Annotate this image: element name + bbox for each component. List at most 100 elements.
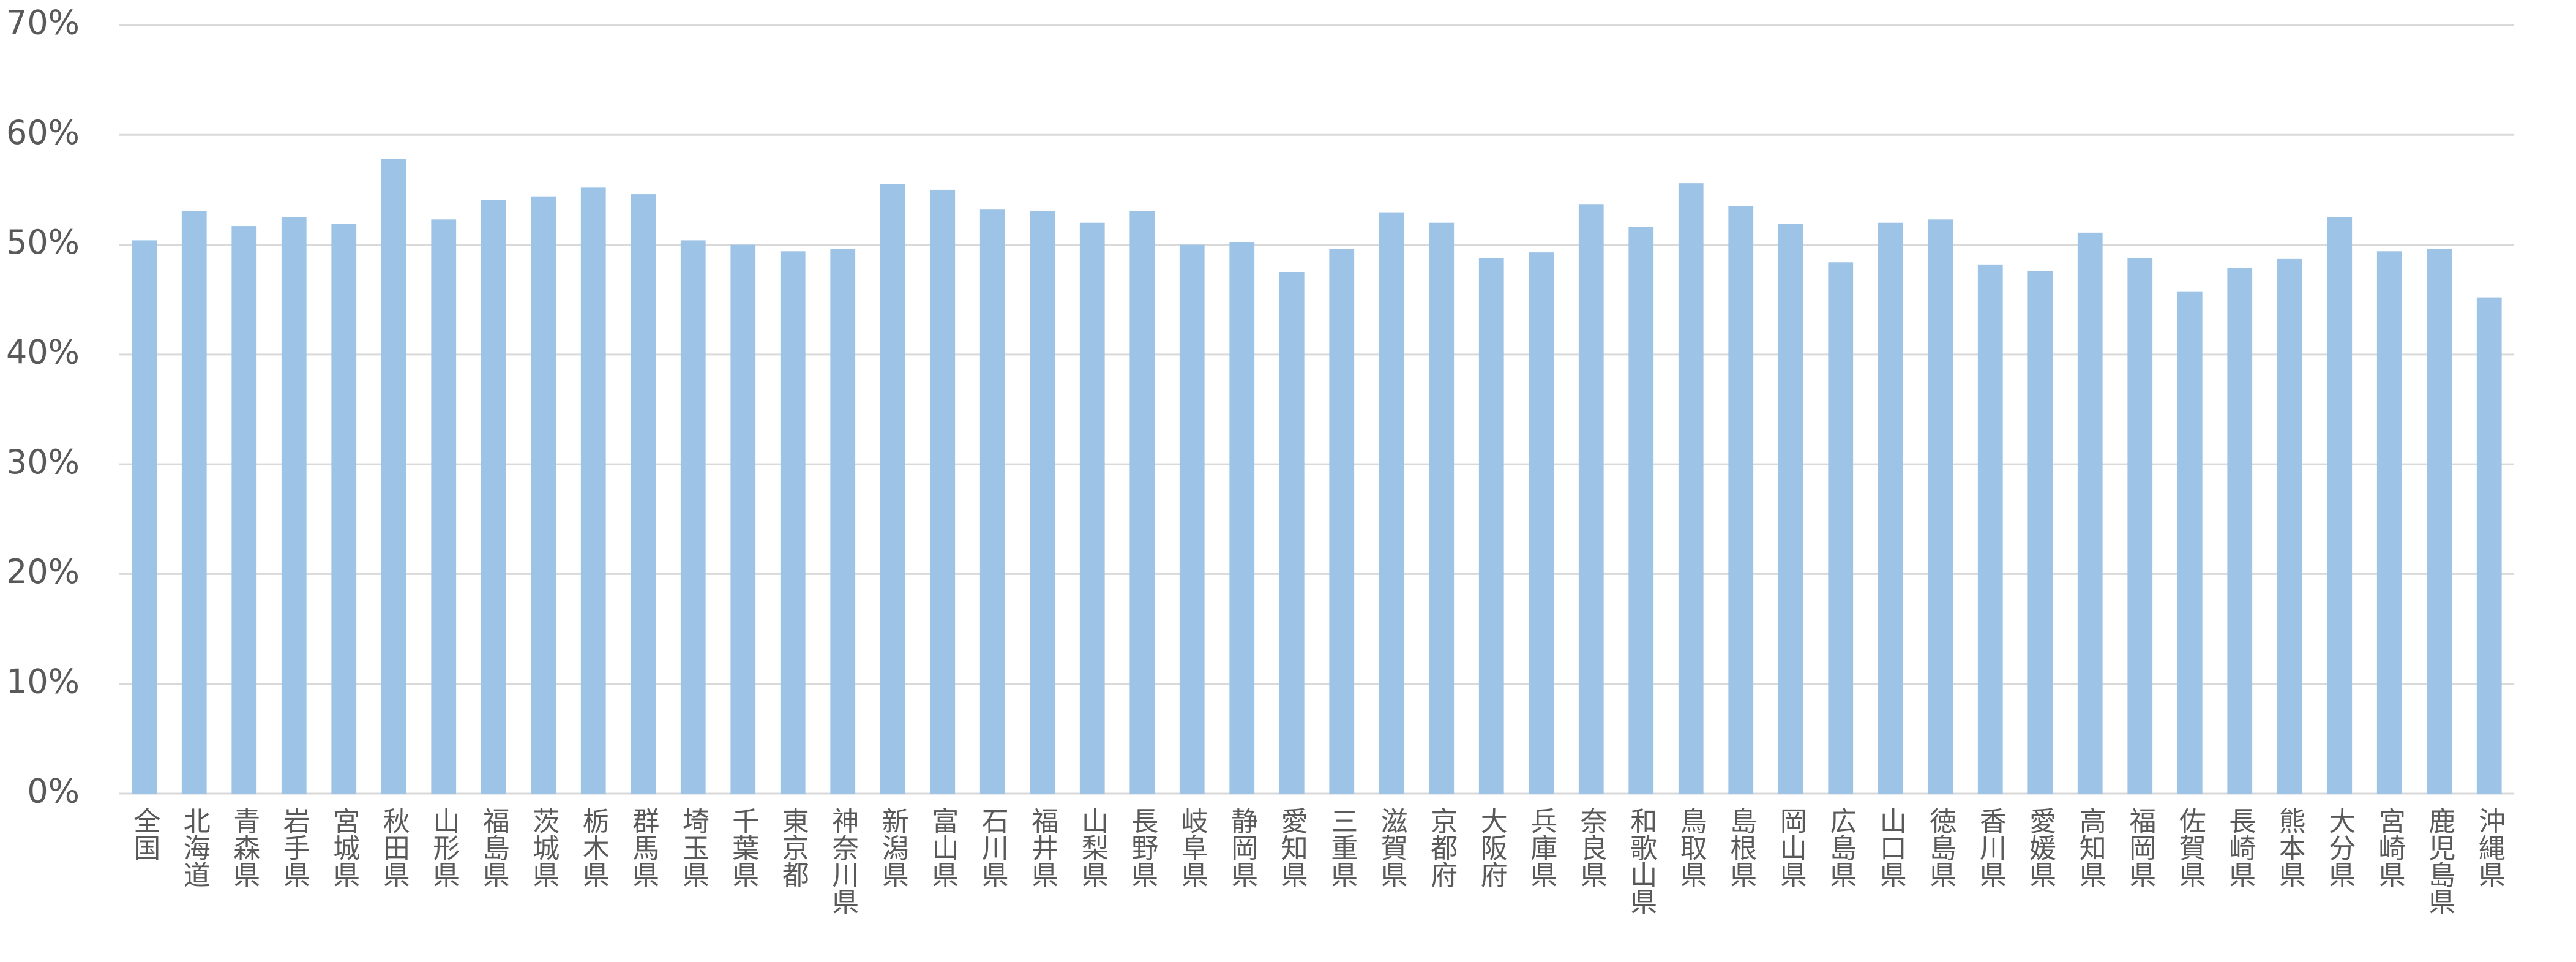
x-tick-label: 神奈川県 bbox=[827, 807, 858, 915]
bar bbox=[1678, 183, 1704, 794]
bar bbox=[1229, 242, 1255, 794]
x-tick-label: 宮城県 bbox=[328, 807, 359, 888]
x-tick-label: 東京都 bbox=[777, 807, 809, 888]
x-tick-label: 青森県 bbox=[228, 807, 260, 888]
x-tick-label: 大阪府 bbox=[1476, 807, 1507, 888]
bar bbox=[331, 224, 357, 794]
bar bbox=[631, 194, 656, 794]
bar bbox=[181, 210, 207, 794]
y-tick-label: 40% bbox=[6, 333, 80, 371]
y-tick-label: 30% bbox=[6, 443, 80, 481]
x-tick-label: 熊本県 bbox=[2274, 807, 2305, 888]
x-tick-label: 長野県 bbox=[1126, 807, 1158, 888]
bar bbox=[1529, 252, 1554, 794]
x-tick-label: 愛知県 bbox=[1276, 807, 1308, 888]
x-tick-label: 長崎県 bbox=[2224, 807, 2255, 888]
bar bbox=[1478, 258, 1504, 794]
x-tick-label: 沖縄県 bbox=[2474, 807, 2505, 888]
bar bbox=[780, 251, 806, 794]
x-tick-label: 三重県 bbox=[1326, 807, 1357, 888]
bar bbox=[2177, 291, 2203, 794]
bar bbox=[281, 217, 307, 794]
x-tick-label: 山形県 bbox=[428, 807, 459, 888]
x-tick-label: 埼玉県 bbox=[678, 807, 709, 888]
y-tick-label: 60% bbox=[6, 113, 80, 152]
y-tick-label: 10% bbox=[6, 662, 80, 701]
x-tick-label: 大分県 bbox=[2324, 807, 2355, 888]
bar bbox=[2077, 232, 2103, 794]
bar bbox=[1079, 222, 1105, 794]
bar bbox=[580, 187, 606, 794]
x-tick-label: 山梨県 bbox=[1077, 807, 1108, 888]
bar bbox=[1179, 244, 1205, 794]
x-tick-label: 愛媛県 bbox=[2024, 807, 2056, 888]
bar bbox=[2027, 271, 2053, 794]
x-tick-label: 兵庫県 bbox=[1526, 807, 1557, 888]
x-tick-label: 岐阜県 bbox=[1177, 807, 1208, 888]
x-tick-label: 香川県 bbox=[1975, 807, 2006, 888]
y-tick-label: 20% bbox=[6, 552, 80, 591]
x-tick-label: 宮崎県 bbox=[2374, 807, 2405, 888]
x-tick-label: 新潟県 bbox=[877, 807, 908, 888]
x-tick-label: 栃木県 bbox=[578, 807, 609, 888]
x-tick-label: 岡山県 bbox=[1775, 807, 1807, 888]
x-tick-label: 広島県 bbox=[1825, 807, 1856, 888]
x-tick-label: 和歌山県 bbox=[1625, 807, 1657, 915]
x-tick-label: 滋賀県 bbox=[1376, 807, 1407, 888]
x-tick-label: 秋田県 bbox=[378, 807, 410, 888]
x-tick-label: 鳥取県 bbox=[1676, 807, 1707, 888]
y-tick-label: 70% bbox=[6, 4, 80, 42]
bar bbox=[1828, 262, 1854, 794]
bar bbox=[1928, 219, 1953, 794]
bar bbox=[481, 200, 506, 794]
bar bbox=[930, 189, 956, 794]
x-tick-label: 群馬県 bbox=[627, 807, 659, 888]
bar bbox=[1628, 227, 1654, 794]
x-tick-label: 京都府 bbox=[1426, 807, 1458, 888]
bar bbox=[1728, 206, 1754, 794]
bar bbox=[1279, 272, 1305, 794]
bar bbox=[231, 226, 257, 794]
bar bbox=[531, 196, 556, 794]
x-tick-label: 福島県 bbox=[478, 807, 510, 888]
x-tick-label: 岩手県 bbox=[279, 807, 310, 888]
y-tick-label: 0% bbox=[27, 772, 80, 811]
x-tick-label: 静岡県 bbox=[1226, 807, 1257, 888]
x-tick-label: 北海道 bbox=[179, 807, 210, 888]
x-tick-label: 千葉県 bbox=[727, 807, 758, 888]
x-tick-label: 佐賀県 bbox=[2174, 807, 2206, 888]
bar bbox=[1977, 264, 2003, 794]
bar bbox=[2227, 268, 2253, 794]
x-tick-label: 山口県 bbox=[1875, 807, 1906, 888]
bar bbox=[1379, 212, 1404, 794]
bar bbox=[1129, 210, 1155, 794]
x-tick-label: 鹿児島県 bbox=[2424, 807, 2455, 915]
bar bbox=[730, 244, 756, 794]
bar bbox=[431, 219, 457, 794]
x-tick-label: 高知県 bbox=[2075, 807, 2106, 888]
bar bbox=[381, 159, 406, 794]
bar bbox=[2277, 258, 2302, 794]
bar bbox=[2127, 258, 2153, 794]
bar bbox=[1578, 204, 1604, 794]
x-tick-label: 石川県 bbox=[977, 807, 1008, 888]
bar bbox=[1429, 222, 1455, 794]
bar bbox=[2376, 251, 2402, 794]
x-tick-label: 徳島県 bbox=[1925, 807, 1956, 888]
x-tick-label: 福岡県 bbox=[2124, 807, 2156, 888]
bar bbox=[1329, 249, 1355, 794]
x-tick-label: 全国 bbox=[129, 807, 160, 861]
bar bbox=[979, 209, 1005, 794]
x-tick-label: 福井県 bbox=[1027, 807, 1058, 888]
bar bbox=[880, 184, 905, 794]
x-tick-label: 島根県 bbox=[1725, 807, 1756, 888]
bar bbox=[830, 249, 856, 794]
y-tick-label: 50% bbox=[6, 223, 80, 261]
bar bbox=[132, 240, 157, 794]
bar bbox=[1778, 224, 1803, 794]
x-tick-label: 奈良県 bbox=[1576, 807, 1607, 888]
bar bbox=[2327, 217, 2353, 794]
bar bbox=[2476, 297, 2502, 794]
